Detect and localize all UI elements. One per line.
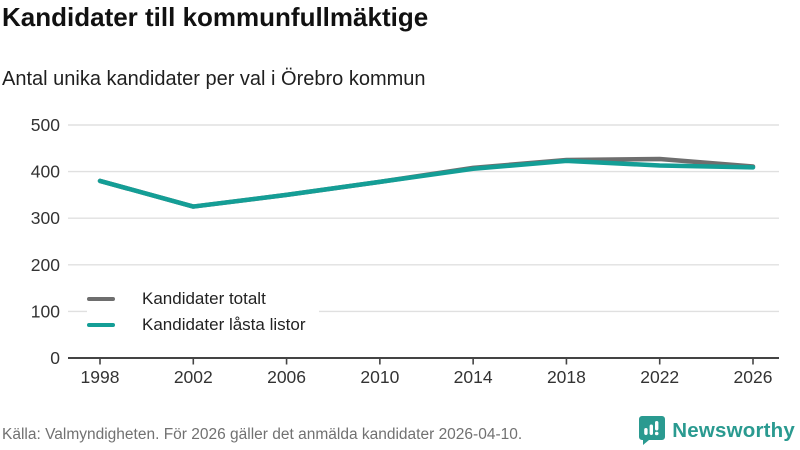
legend-swatch [87, 296, 115, 302]
chart-subtitle: Antal unika kandidater per val i Örebro … [2, 68, 426, 90]
y-tick-label: 200 [31, 255, 60, 275]
x-tick-label: 2018 [547, 367, 586, 387]
series-line-locked [97, 158, 756, 209]
y-tick-label: 500 [31, 115, 60, 135]
x-tick-label: 2022 [640, 367, 679, 387]
brand-name: Newsworthy [672, 418, 795, 442]
legend-item-total: Kandidater totalt [87, 286, 305, 312]
legend-label: Kandidater låsta listor [142, 315, 306, 334]
x-tick-label: 2002 [174, 367, 213, 387]
brand-logo: Newsworthy [639, 416, 795, 445]
y-tick-label: 100 [31, 301, 60, 321]
newsworthy-logo-icon [639, 416, 666, 445]
y-tick-label: 400 [31, 162, 60, 182]
x-tick-label: 2026 [734, 367, 773, 387]
legend-label: Kandidater totalt [142, 289, 266, 308]
y-tick-label: 0 [50, 348, 60, 368]
y-tick-label: 300 [31, 208, 60, 228]
x-tick-label: 2006 [267, 367, 306, 387]
legend-item-locked: Kandidater låsta listor [87, 312, 305, 338]
page-title: Kandidater till kommunfullmäktige [2, 2, 429, 32]
x-tick-label: 2014 [454, 367, 493, 387]
source-note: Källa: Valmyndigheten. För 2026 gäller d… [2, 426, 523, 443]
x-tick-label: 1998 [81, 367, 120, 387]
x-tick-label: 2010 [360, 367, 399, 387]
legend-swatch [87, 322, 115, 328]
chart-legend: Kandidater totalt Kandidater låsta listo… [87, 286, 320, 338]
